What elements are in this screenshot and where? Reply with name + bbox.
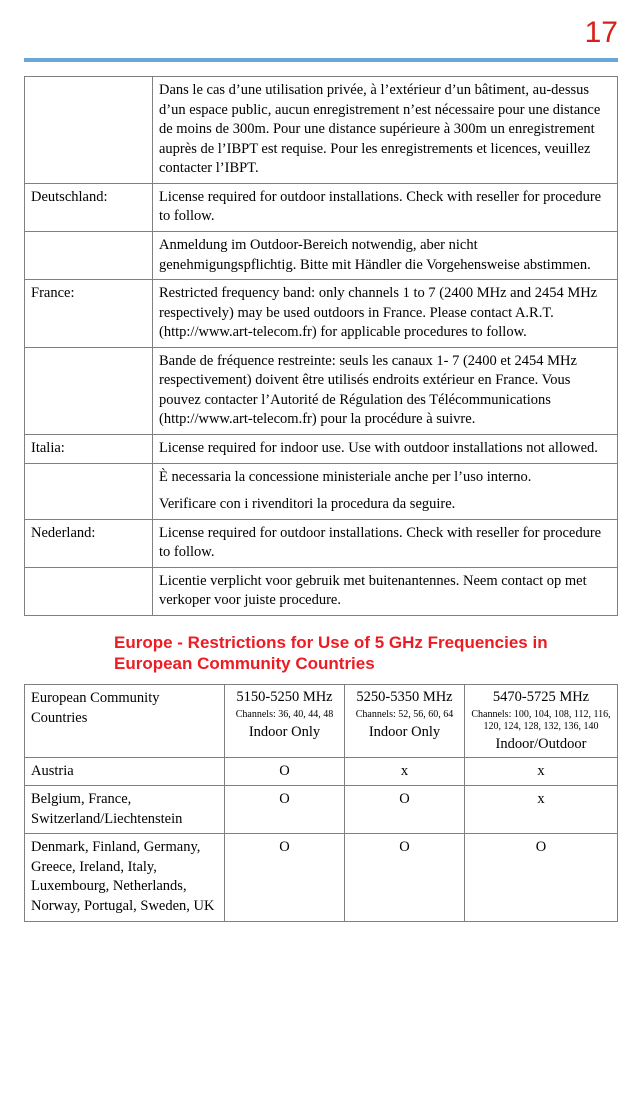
- table-row: Anmeldung im Outdoor-Bereich notwendig, …: [25, 231, 618, 279]
- table-row: Deutschland:License required for outdoor…: [25, 183, 618, 231]
- regulations-table: Dans le cas d’une utilisation privée, à …: [24, 76, 618, 616]
- text-cell: License required for indoor use. Use wit…: [153, 435, 618, 464]
- band-range: 5150-5250 MHz: [236, 689, 332, 705]
- text-cell: Anmeldung im Outdoor-Bereich notwendig, …: [153, 231, 618, 279]
- value-cell: x: [465, 786, 618, 834]
- country-cell: [25, 463, 153, 519]
- value-cell: x: [465, 757, 618, 786]
- value-cell: x: [345, 757, 465, 786]
- table-row: Bande de fréquence restreinte: seuls les…: [25, 347, 618, 434]
- country-cell: Italia:: [25, 435, 153, 464]
- country-cell: Belgium, France, Switzerland/Liechtenste…: [25, 786, 225, 834]
- value-cell: O: [345, 786, 465, 834]
- value-cell: O: [225, 757, 345, 786]
- table-row: France:Restricted frequency band: only c…: [25, 280, 618, 348]
- band-inout: Indoor Only: [349, 723, 460, 743]
- value-cell: O: [465, 834, 618, 921]
- value-cell: O: [225, 786, 345, 834]
- country-cell: Austria: [25, 757, 225, 786]
- band-inout: Indoor Only: [229, 723, 340, 743]
- country-cell: [25, 567, 153, 615]
- country-cell: [25, 231, 153, 279]
- table-header-row: European Community Countries5150-5250 MH…: [25, 685, 618, 757]
- band-channels: Channels: 100, 104, 108, 112, 116, 120, …: [469, 709, 613, 733]
- text-cell: Licentie verplicht voor gebruik met buit…: [153, 567, 618, 615]
- text-cell: License required for outdoor installatio…: [153, 183, 618, 231]
- value-cell: O: [225, 834, 345, 921]
- country-cell: France:: [25, 280, 153, 348]
- header-band-cell: 5150-5250 MHz Channels: 36, 40, 44, 48 Ind…: [225, 685, 345, 757]
- country-cell: [25, 77, 153, 184]
- table-row: Belgium, France, Switzerland/Liechtenste…: [25, 786, 618, 834]
- frequency-table: European Community Countries5150-5250 MH…: [24, 684, 618, 921]
- table-row: AustriaOxx: [25, 757, 618, 786]
- text-cell: È necessaria la concessione ministeriale…: [153, 463, 618, 519]
- band-channels: Channels: 52, 56, 60, 64: [349, 709, 460, 721]
- band-channels: Channels: 36, 40, 44, 48: [229, 709, 340, 721]
- header-country-cell: European Community Countries: [25, 685, 225, 757]
- band-inout: Indoor/Outdoor: [469, 735, 613, 755]
- text-cell: License required for outdoor installatio…: [153, 519, 618, 567]
- horizontal-rule: [24, 58, 618, 62]
- table-row: Nederland:License required for outdoor i…: [25, 519, 618, 567]
- country-cell: [25, 347, 153, 434]
- text-cell: Restricted frequency band: only channels…: [153, 280, 618, 348]
- header-band-cell: 5250-5350 MHz Channels: 52, 56, 60, 64 Ind…: [345, 685, 465, 757]
- table-row: Italia:License required for indoor use. …: [25, 435, 618, 464]
- country-cell: Deutschland:: [25, 183, 153, 231]
- table-row: È necessaria la concessione ministeriale…: [25, 463, 618, 519]
- band-range: 5250-5350 MHz: [356, 689, 452, 705]
- page-number: 17: [24, 16, 618, 50]
- value-cell: O: [345, 834, 465, 921]
- section-heading: Europe - Restrictions for Use of 5 GHz F…: [114, 632, 618, 675]
- header-band-cell: 5470-5725 MHz Channels: 100, 104, 108, 11…: [465, 685, 618, 757]
- table-row: Licentie verplicht voor gebruik met buit…: [25, 567, 618, 615]
- table-row: Dans le cas d’une utilisation privée, à …: [25, 77, 618, 184]
- country-cell: Nederland:: [25, 519, 153, 567]
- band-range: 5470-5725 MHz: [493, 689, 589, 705]
- text-cell: Dans le cas d’une utilisation privée, à …: [153, 77, 618, 184]
- table-row: Denmark, Finland, Germany, Greece, Irela…: [25, 834, 618, 921]
- country-cell: Denmark, Finland, Germany, Greece, Irela…: [25, 834, 225, 921]
- text-cell: Bande de fréquence restreinte: seuls les…: [153, 347, 618, 434]
